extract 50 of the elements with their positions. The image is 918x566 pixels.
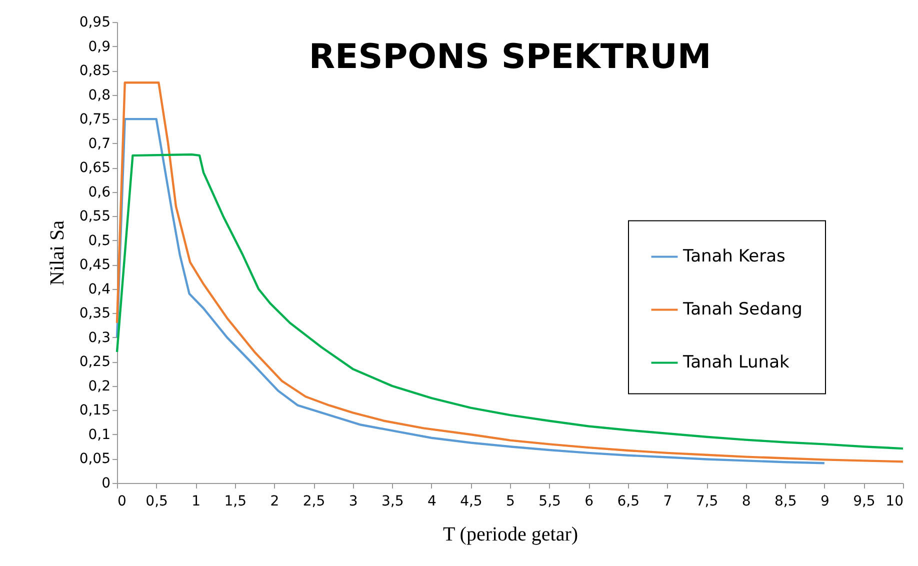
x-tick-label: 9 bbox=[820, 494, 830, 510]
y-tick-label: 0,75 bbox=[79, 112, 110, 128]
x-tick-label: 0 bbox=[118, 494, 126, 510]
x-tick-label: 6,5 bbox=[617, 494, 640, 510]
x-tick-label: 1,5 bbox=[224, 494, 247, 510]
line-series bbox=[116, 82, 904, 463]
x-tick-label: 7,5 bbox=[696, 494, 718, 510]
x-tick-label: 2 bbox=[270, 494, 280, 510]
y-tick-label: 0,6 bbox=[88, 184, 111, 200]
x-tick-label: 8,5 bbox=[774, 494, 797, 510]
line-series bbox=[116, 118, 826, 464]
y-tick-label: 0,4 bbox=[88, 281, 111, 298]
y-tick-label: 0,95 bbox=[79, 14, 110, 30]
x-tick-label: 0,5 bbox=[146, 494, 168, 510]
x-tick-label: 3 bbox=[348, 494, 358, 510]
y-tick-label: 0,1 bbox=[88, 426, 110, 443]
y-tick-label: 0,2 bbox=[88, 378, 110, 394]
x-tick-label: 9,5 bbox=[853, 494, 876, 510]
x-tick-label: 5 bbox=[506, 494, 515, 510]
x-tick-label: 6 bbox=[584, 494, 594, 510]
y-tick-label: 0,3 bbox=[88, 330, 110, 346]
x-tick-label: 3,5 bbox=[381, 494, 404, 510]
y-tick-label: 0,45 bbox=[79, 257, 110, 274]
y-tick-label: 0,85 bbox=[79, 63, 110, 80]
x-tick-label: 7 bbox=[663, 494, 672, 510]
y-tick-label: 0,25 bbox=[79, 354, 110, 370]
x-tick-label: 2,5 bbox=[302, 494, 326, 510]
y-axis-title: Nilai Sa bbox=[46, 220, 68, 286]
x-tick-label: 8 bbox=[742, 494, 751, 510]
x-tick-label: 10 bbox=[886, 494, 904, 510]
y-tick-label: 0,05 bbox=[79, 451, 110, 468]
y-tick-label: 0,9 bbox=[88, 38, 110, 55]
y-tick-label: 0,35 bbox=[79, 306, 110, 322]
y-tick-label: 0,5 bbox=[88, 232, 110, 249]
text: RESPONS SPEKTRUM bbox=[308, 37, 712, 77]
legend-label: Tanah Sedang bbox=[682, 300, 802, 320]
x-axis-title: T (periode getar) bbox=[442, 524, 578, 546]
x-tick-label: 4,5 bbox=[460, 494, 482, 510]
y-tick-label: 0,65 bbox=[79, 160, 110, 176]
x-tick-label: 5,5 bbox=[538, 494, 561, 510]
x-tick-label: 1 bbox=[192, 494, 201, 510]
legend-label: Tanah Lunak bbox=[682, 352, 790, 373]
y-tick-label: 0 bbox=[102, 476, 110, 492]
line-series bbox=[116, 153, 904, 450]
y-tick-label: 0,15 bbox=[79, 402, 110, 419]
y-tick-label: 0,7 bbox=[88, 136, 110, 152]
y-tick-label: 0,55 bbox=[79, 208, 110, 225]
legend-label: Tanah Keras bbox=[682, 246, 786, 267]
x-tick-label: 4 bbox=[427, 494, 436, 510]
y-tick-label: 0,8 bbox=[88, 87, 110, 104]
